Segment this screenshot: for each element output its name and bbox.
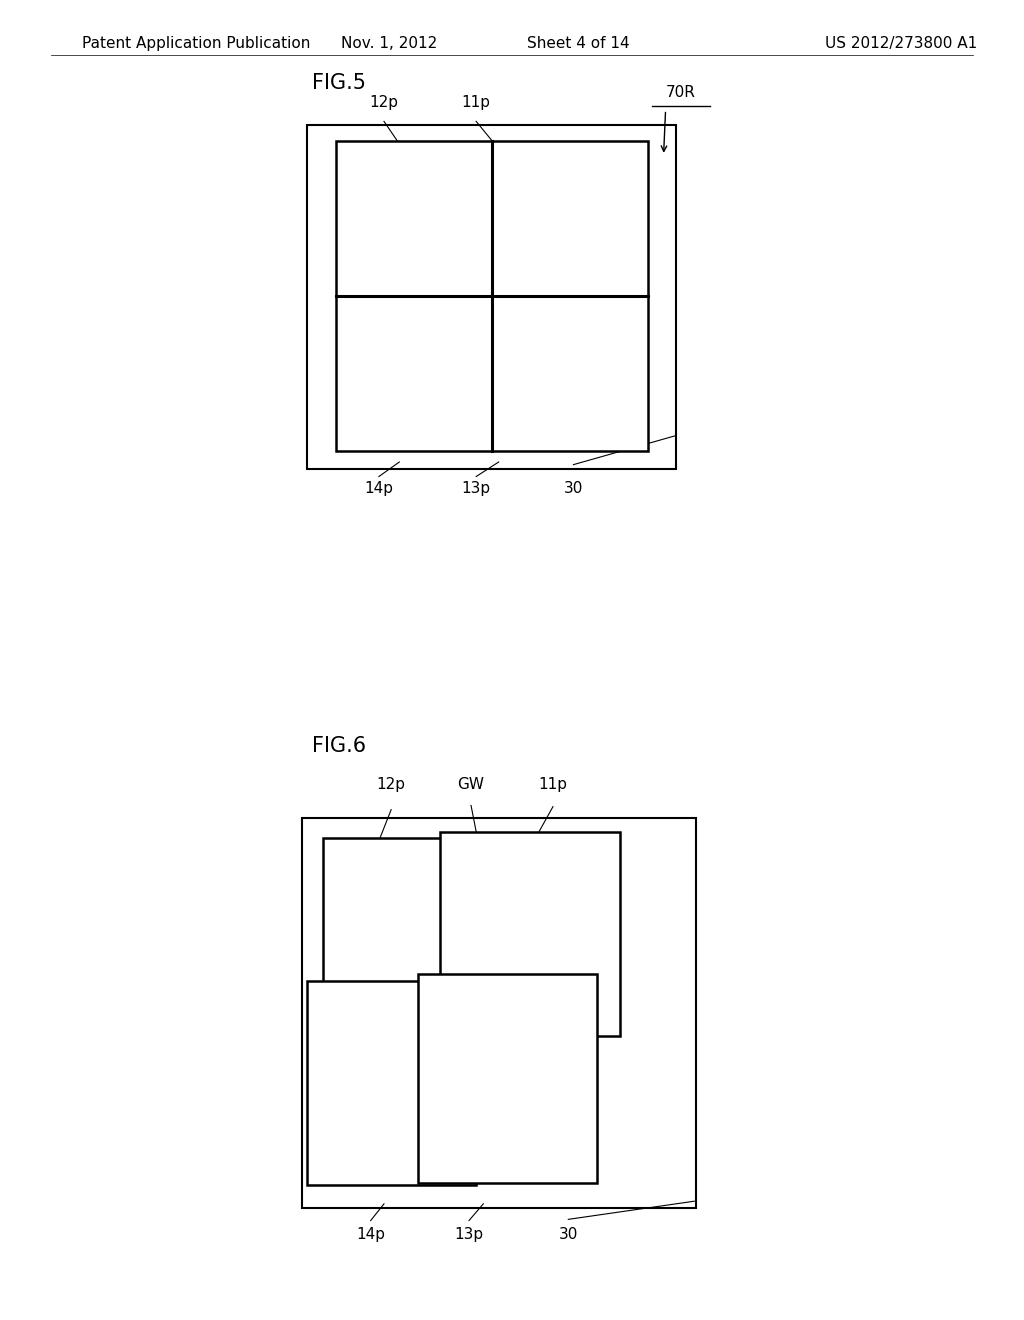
Text: Nov. 1, 2012: Nov. 1, 2012: [341, 36, 437, 51]
Bar: [323, 838, 492, 1043]
Text: 13p: 13p: [462, 480, 490, 496]
Bar: [307, 125, 676, 469]
Text: 14p: 14p: [365, 480, 393, 496]
Text: 30: 30: [559, 1226, 578, 1242]
Text: FIG.5: FIG.5: [312, 73, 367, 94]
Text: 14p: 14p: [356, 1226, 385, 1242]
Text: 30: 30: [564, 480, 583, 496]
Text: GW: GW: [458, 776, 484, 792]
Text: 12p: 12p: [377, 776, 406, 792]
Bar: [302, 818, 696, 1208]
Text: 13p: 13p: [455, 1226, 483, 1242]
Bar: [440, 832, 620, 1036]
Text: US 2012/273800 A1: US 2012/273800 A1: [825, 36, 977, 51]
Text: 11p: 11p: [462, 95, 490, 111]
Bar: [307, 981, 476, 1185]
Text: 70R: 70R: [666, 84, 696, 100]
Text: FIG.6: FIG.6: [312, 735, 367, 756]
Bar: [336, 141, 648, 451]
Text: 11p: 11p: [539, 776, 567, 792]
Text: Patent Application Publication: Patent Application Publication: [82, 36, 310, 51]
Text: Sheet 4 of 14: Sheet 4 of 14: [527, 36, 630, 51]
Text: 12p: 12p: [370, 95, 398, 111]
Bar: [418, 974, 597, 1183]
